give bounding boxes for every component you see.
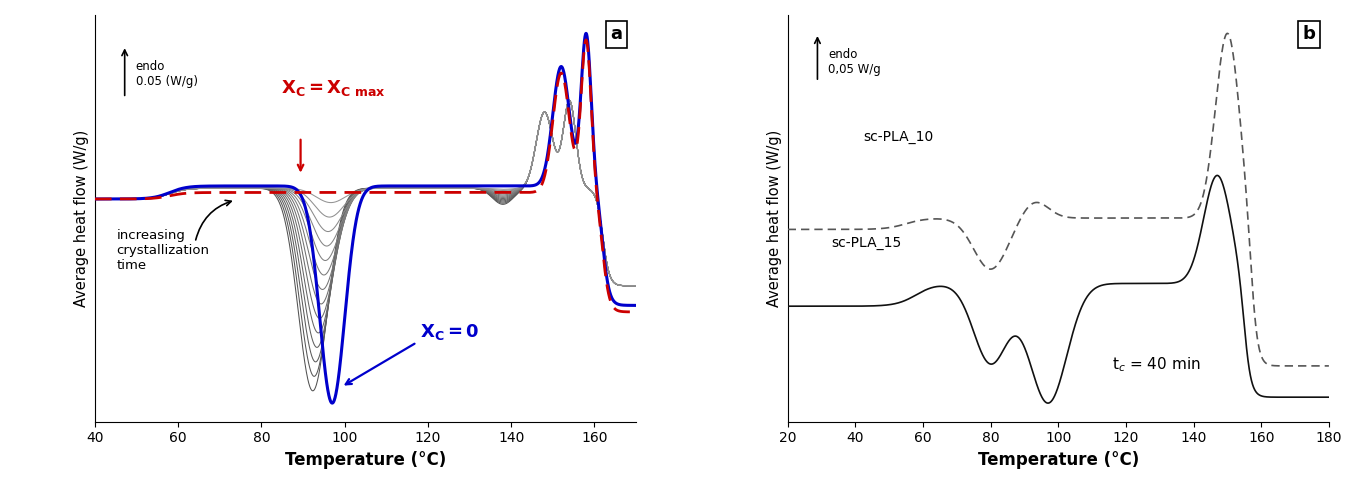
X-axis label: Temperature (°C): Temperature (°C) (285, 451, 446, 469)
Y-axis label: Average heat flow (W/g): Average heat flow (W/g) (75, 129, 89, 307)
Text: sc-PLA_15: sc-PLA_15 (831, 236, 902, 249)
Text: increasing
crystallization
time: increasing crystallization time (117, 229, 210, 272)
Text: b: b (1303, 25, 1315, 43)
Text: $\mathbf{X_C = X_{C\ max}}$: $\mathbf{X_C = X_{C\ max}}$ (281, 78, 385, 98)
X-axis label: Temperature (°C): Temperature (°C) (978, 451, 1139, 469)
Text: endo
0,05 W/g: endo 0,05 W/g (829, 48, 881, 76)
Text: a: a (610, 25, 622, 43)
Text: sc-PLA_10: sc-PLA_10 (864, 130, 934, 144)
Text: t$_c$ = 40 min: t$_c$ = 40 min (1112, 355, 1201, 374)
Text: $\mathbf{X_C = 0}$: $\mathbf{X_C = 0}$ (419, 322, 479, 342)
Y-axis label: Average heat flow (W/g): Average heat flow (W/g) (767, 129, 782, 307)
Text: endo
0.05 (W/g): endo 0.05 (W/g) (136, 60, 198, 88)
